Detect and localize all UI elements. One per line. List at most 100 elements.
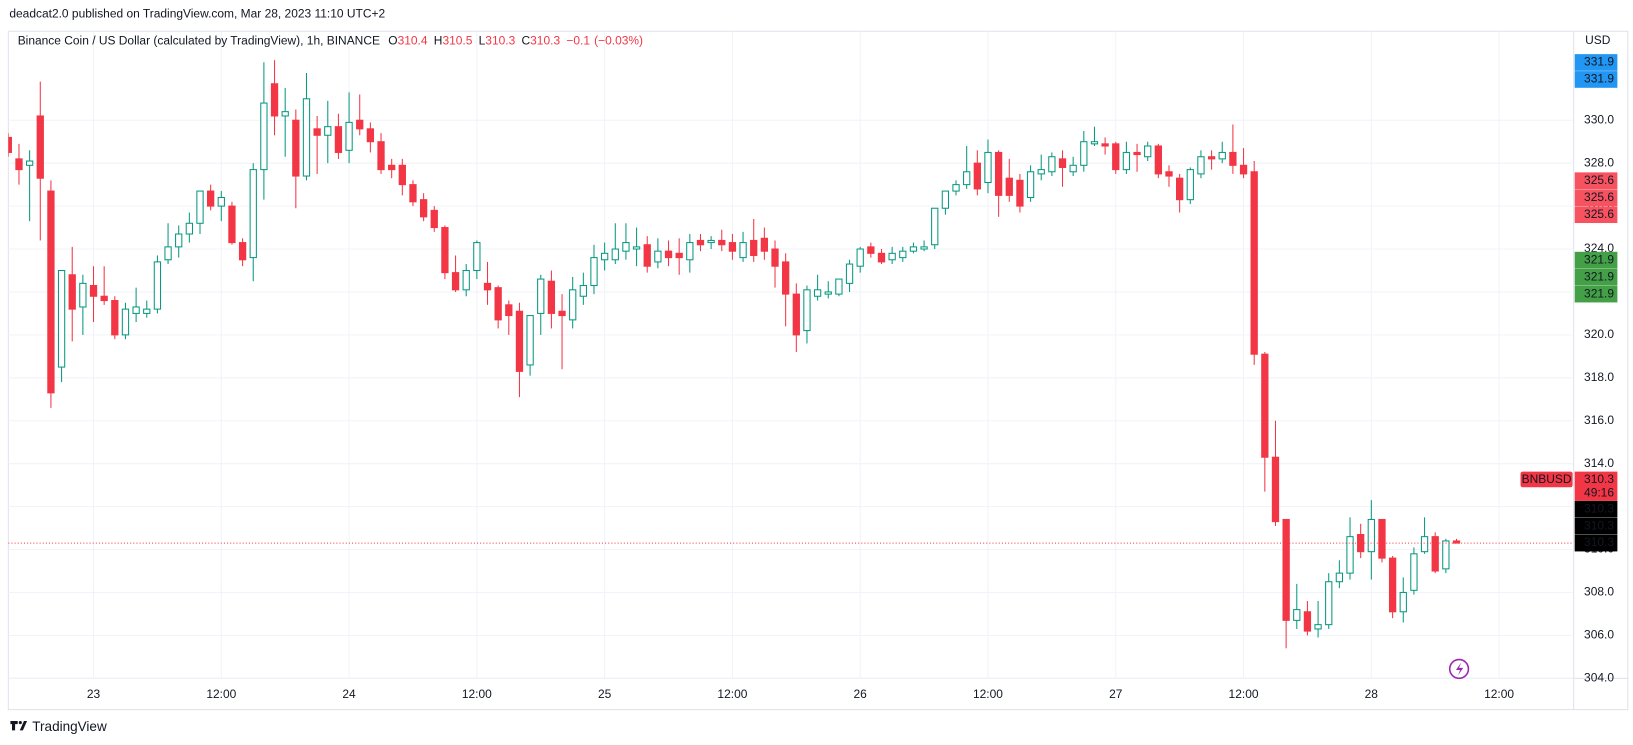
candle-body <box>409 184 417 203</box>
legend-key: C <box>522 34 531 48</box>
candle-body <box>388 164 396 171</box>
price-label: 310.3 <box>1584 518 1614 532</box>
price-label-box <box>1574 206 1618 224</box>
candle-body <box>1133 151 1141 156</box>
candle-body <box>1399 591 1407 613</box>
candle-body <box>217 196 225 207</box>
candle-body <box>760 237 769 252</box>
candle-body <box>718 239 726 246</box>
x-tick-label: 12:00 <box>1229 687 1259 701</box>
candle-body <box>600 252 609 261</box>
candle-body <box>1367 518 1375 553</box>
y-tick-label: 320.0 <box>1584 327 1614 341</box>
candles <box>8 60 1574 649</box>
candle-body <box>270 83 279 117</box>
footer-logo <box>10 721 28 731</box>
candle-body <box>1452 540 1461 544</box>
candle-body <box>143 308 151 314</box>
candle-body <box>1229 151 1237 166</box>
countdown: 49:16 <box>1584 486 1614 500</box>
candle-body <box>526 315 534 366</box>
candle-body <box>302 98 311 177</box>
candle-body <box>707 239 715 244</box>
candle-body <box>1218 151 1226 160</box>
y-tick-label: 328.0 <box>1584 155 1614 169</box>
candle-body <box>1176 177 1184 201</box>
candle-body <box>8 136 12 153</box>
candle-body <box>1090 141 1099 145</box>
y-tick-label: 304.0 <box>1584 670 1614 684</box>
candle-body <box>984 151 992 184</box>
legend-title: Binance Coin / US Dollar (calculated by … <box>18 34 380 48</box>
candle-body <box>196 190 204 224</box>
x-tick-label: 23 <box>87 687 101 701</box>
candle-body <box>207 190 215 207</box>
candle-body <box>1144 145 1152 158</box>
candle-body <box>441 227 449 274</box>
candle-body <box>750 239 758 256</box>
candle-body <box>696 239 705 246</box>
candle-body <box>1186 169 1194 201</box>
candle-body <box>622 242 630 252</box>
candle-body <box>771 248 779 267</box>
chart-frame <box>7 30 1629 711</box>
price-label-box <box>1574 268 1618 286</box>
candle-body <box>345 121 353 151</box>
candle-body <box>888 252 896 261</box>
lightning-icon[interactable] <box>1448 658 1470 680</box>
y-tick-label: 324.0 <box>1584 241 1614 255</box>
candle-body <box>462 269 470 291</box>
y-tick-label: 306.0 <box>1584 628 1614 642</box>
price-label: 321.9 <box>1584 286 1614 300</box>
candle-body <box>292 119 300 177</box>
candle-body <box>569 289 577 321</box>
price-label-box <box>1574 172 1618 190</box>
candle-body <box>835 278 843 295</box>
x-tick-label: 12:00 <box>1484 687 1514 701</box>
candle-body <box>867 246 875 254</box>
candle-body <box>1165 171 1173 177</box>
candle-body <box>1271 456 1280 523</box>
candle-body <box>1016 179 1024 207</box>
candle-body <box>856 248 864 267</box>
candle-body <box>664 250 673 259</box>
candle-body <box>1154 145 1162 175</box>
candle-body <box>15 158 23 171</box>
candle-body <box>132 306 140 314</box>
candle-body <box>632 246 641 250</box>
x-tick-label: 26 <box>854 687 868 701</box>
candle-body <box>377 141 385 171</box>
candle-body <box>611 248 619 261</box>
candle-body <box>505 304 513 317</box>
price-label: 331.9 <box>1584 55 1614 69</box>
candle-body <box>398 164 406 186</box>
candle-body <box>739 242 747 259</box>
candle-body <box>963 171 971 186</box>
x-tick-label: 28 <box>1365 687 1379 701</box>
candle-body <box>36 115 44 179</box>
x-tick-label: 24 <box>342 687 356 701</box>
candle-body <box>281 111 289 117</box>
candle-body <box>899 250 907 259</box>
candle-body <box>877 252 886 263</box>
x-tick-label: 12:00 <box>206 687 236 701</box>
candle-body <box>1122 151 1131 171</box>
price-label: 310.3 <box>1584 535 1614 549</box>
y-tick-label: 314.0 <box>1584 456 1614 470</box>
candle-body <box>228 205 236 244</box>
legend-value: 310.4 <box>398 34 428 48</box>
candle-body <box>1293 609 1301 621</box>
candle-body <box>824 291 832 295</box>
candle-body <box>579 284 587 297</box>
candle-body <box>1058 158 1067 168</box>
x-tick-label: 12:00 <box>462 687 492 701</box>
candle-body <box>1431 536 1439 572</box>
candle-body <box>1048 156 1056 173</box>
candle-body <box>1335 572 1344 583</box>
candle-body <box>675 252 683 259</box>
candle-body <box>1357 533 1365 553</box>
candle-body <box>547 280 556 314</box>
price-label: 310.3 <box>1584 501 1614 515</box>
candle-body <box>1080 141 1088 166</box>
candle-body <box>68 274 76 310</box>
